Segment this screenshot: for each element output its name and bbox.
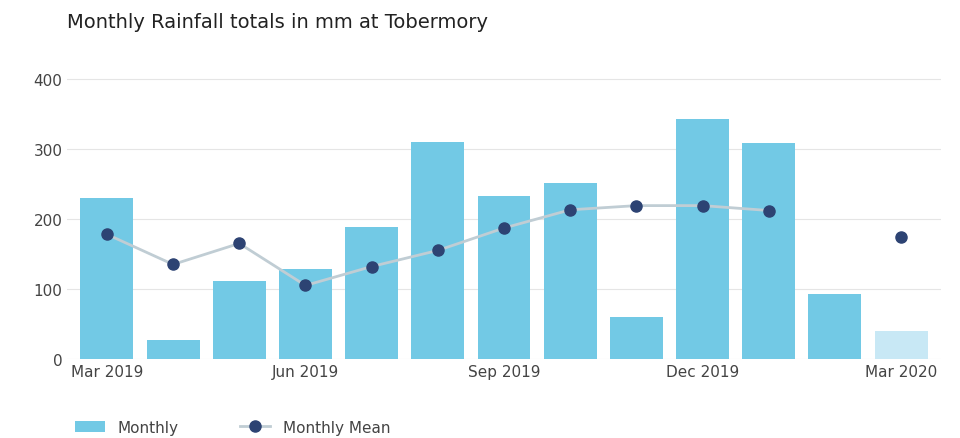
Bar	[742, 144, 795, 359]
Bar	[610, 317, 662, 359]
Bar	[808, 294, 861, 359]
Bar	[346, 228, 398, 359]
Bar	[81, 198, 133, 359]
Bar	[279, 270, 332, 359]
Text: Monthly Rainfall totals in mm at Tobermory: Monthly Rainfall totals in mm at Tobermo…	[67, 13, 489, 32]
Bar	[676, 120, 729, 359]
Legend: Monthly, Monthly Mean: Monthly, Monthly Mean	[75, 420, 390, 434]
Bar	[875, 331, 927, 359]
Bar	[477, 196, 531, 359]
Bar	[543, 183, 597, 359]
Bar	[213, 281, 266, 359]
Bar	[147, 340, 200, 359]
Bar	[411, 142, 465, 359]
